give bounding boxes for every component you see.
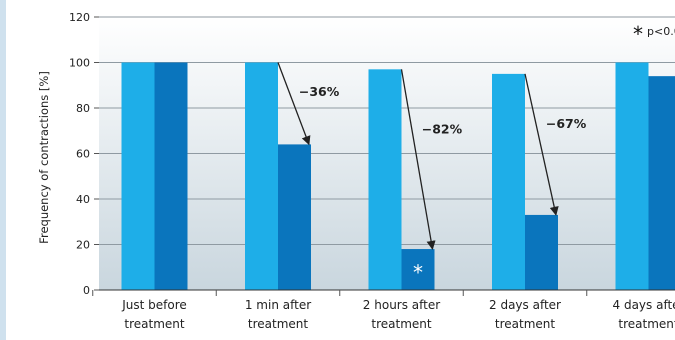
bar [368, 69, 402, 290]
bar [154, 62, 188, 290]
x-category-label: treatment [618, 317, 675, 331]
y-tick-label: 60 [76, 148, 90, 161]
bar [648, 76, 675, 291]
legend-symbol: * [633, 22, 643, 46]
y-tick-label: 40 [76, 193, 90, 206]
y-tick-label: 80 [76, 102, 90, 115]
bar [401, 249, 435, 290]
y-tick-label: 0 [83, 284, 90, 297]
bar [492, 73, 525, 290]
change-arrows: −36% −82% −67% [277, 62, 587, 250]
change-label: −36% [299, 84, 340, 99]
y-axis-label: Frequency of contractions [%] [37, 71, 51, 244]
change-arrow [277, 62, 311, 146]
x-category-label: Just before [121, 298, 187, 312]
change-label: −82% [422, 122, 463, 137]
x-category-label: treatment [495, 317, 555, 331]
bar [525, 214, 558, 290]
legend-text: p<0.0 [647, 25, 675, 38]
bar [278, 144, 311, 290]
y-tick-label: 100 [69, 57, 90, 70]
x-axis-categories: Just before treatment 1 min after treatment… [92, 290, 675, 331]
y-tick-label: 20 [76, 239, 90, 252]
change-arrow [524, 73, 559, 216]
x-category-label: 1 min after [245, 298, 311, 312]
bars: * [99, 62, 675, 291]
x-category-label: 2 days after [489, 298, 561, 312]
x-category-label: 4 days after [613, 298, 675, 312]
y-axis-ticks: 0 20 40 60 80 100 120 [69, 11, 99, 297]
legend: * p<0.0 [633, 22, 675, 46]
change-label: −67% [546, 116, 587, 131]
bar [245, 62, 278, 290]
x-category-label: treatment [248, 317, 308, 331]
bar-chart: 0 20 40 60 80 100 120 * −36% −82% −67% Just befo… [37, 11, 675, 331]
y-tick-label: 120 [69, 11, 90, 24]
x-category-label: treatment [371, 317, 431, 331]
bar [121, 62, 155, 290]
x-category-label: treatment [124, 317, 184, 331]
change-arrow [400, 69, 436, 250]
bar [615, 62, 649, 290]
x-category-label: 2 hours after [363, 298, 440, 312]
significance-star: * [413, 261, 423, 285]
